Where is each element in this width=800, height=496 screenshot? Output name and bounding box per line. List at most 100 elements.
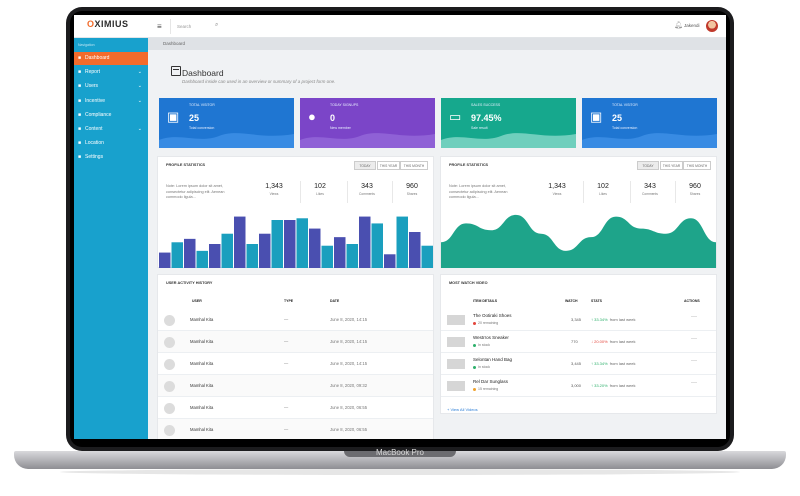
chart-bar — [371, 223, 383, 268]
stat-label: TOTAL VISITOR — [612, 103, 638, 107]
metric-shares: 960 Shares — [393, 183, 431, 196]
table-row[interactable]: Mamhal Kita June 8, 2020, 09:32 — [158, 375, 433, 397]
table-row[interactable]: Mamhal Kita — June 8, 2020, 14:15 — [158, 353, 433, 375]
video-row[interactable]: Westrros Sneaker In stock 770 ↓ 20.00% from … — [441, 331, 716, 353]
sidebar-item-incentive[interactable]: ■ Incentive ⌄ — [74, 95, 148, 108]
range-toggle-2[interactable]: THIS MONTH — [400, 161, 428, 170]
sidebar-item-content[interactable]: ■ Content ⌄ — [74, 123, 148, 136]
metric-divider — [347, 181, 348, 203]
video-name[interactable]: The Ootiraki Shoes — [473, 313, 512, 318]
status-dot-icon — [473, 365, 476, 369]
video-row[interactable]: The Ootiraki Shoes 20 remaining 3,345 ↑ 33.… — [441, 309, 716, 331]
chart-bar — [346, 244, 358, 268]
stat-value: 25 — [189, 113, 200, 123]
range-toggle-2[interactable]: THIS MONTH — [683, 161, 711, 170]
compliance-icon: ■ — [78, 111, 82, 118]
avatar — [164, 381, 175, 392]
metric-value: 343 — [644, 183, 656, 190]
chart-bar — [409, 232, 421, 268]
chart-bar — [309, 228, 321, 268]
table-row[interactable]: Mamhal Kita — June 8, 2020, 06:55 — [158, 397, 433, 419]
avatar — [164, 337, 175, 348]
more-actions-icon[interactable]: ··· — [691, 358, 697, 364]
metric-label: Views — [269, 192, 279, 196]
status-dot-icon — [473, 321, 476, 325]
stat-sub: Total conversion — [189, 126, 215, 130]
metric-label: Comments — [642, 192, 658, 196]
stat-card[interactable]: ● TODAY SIGNUPS 0 New member — [300, 98, 435, 148]
video-thumbnail[interactable] — [447, 337, 465, 347]
video-thumbnail[interactable] — [447, 359, 465, 369]
video-status: 15 remaining — [473, 387, 498, 391]
watch-count: 3,345 — [571, 317, 582, 322]
stat-card[interactable]: ▭ SALES SUCCESS 97.45% Sale result — [441, 98, 576, 148]
metric-value: 343 — [361, 183, 373, 190]
change-period: from last week — [609, 383, 636, 388]
watch-count: 770 — [571, 339, 578, 344]
chart-bar — [359, 216, 371, 268]
video-camera-icon: ▣ — [590, 109, 603, 124]
chart-bar — [259, 233, 271, 268]
range-toggle-1[interactable]: THIS YEAR — [660, 161, 683, 170]
stat-card[interactable]: ▣ TOTAL VISITOR 25 Total conversion — [159, 98, 294, 148]
video-name[interactable]: Selontan Hand Bag — [473, 357, 513, 362]
video-name[interactable]: Westrros Sneaker — [473, 335, 509, 340]
range-toggle-0[interactable]: TODAY — [637, 161, 659, 170]
status-text: 15 remaining — [478, 387, 499, 391]
menu-toggle-icon[interactable]: ≡ — [157, 22, 162, 31]
stat-value: 25 — [612, 113, 623, 123]
type-cell: — — [284, 317, 289, 322]
video-thumbnail[interactable] — [447, 381, 465, 391]
search-icon[interactable]: ⌕ — [215, 22, 219, 28]
view-all-videos-link[interactable]: + View All Videos — [447, 407, 478, 412]
user-cell: Mamhal Kita — [190, 427, 214, 432]
sidebar-heading: Navigation — [78, 43, 95, 47]
video-status: In stock — [473, 343, 490, 347]
monitor-icon: ▭ — [449, 109, 462, 124]
sidebar-item-label: Settings — [85, 154, 104, 161]
breadcrumb[interactable]: Dashboard — [148, 38, 726, 50]
avatar — [164, 315, 175, 326]
more-actions-icon[interactable]: ··· — [691, 380, 697, 386]
range-toggle-0[interactable]: TODAY — [354, 161, 376, 170]
table-row[interactable]: Mamhal Kita — June 8, 2020, 14:15 — [158, 309, 433, 331]
bell-icon[interactable]: 🔔︎ — [674, 22, 683, 29]
video-row[interactable]: Selontan Hand Bag In stock 3,445 ↑ 33.34% fr… — [441, 353, 716, 375]
page-subtitle: Dashboard inside can used in an overview… — [182, 79, 336, 84]
more-actions-icon[interactable]: ··· — [691, 336, 697, 342]
sidebar-item-compliance[interactable]: ■ Compliance — [74, 109, 148, 122]
table-row[interactable]: Mamhal Kita — June 8, 2020, 14:15 — [158, 331, 433, 353]
status-text: 20 remaining — [478, 321, 499, 325]
views-bar-chart — [159, 216, 433, 268]
sidebar-item-dashboard[interactable]: ■ Dashboard — [74, 52, 148, 65]
video-status: 20 remaining — [473, 321, 498, 325]
sidebar-item-report[interactable]: ■ Report ⌄ — [74, 66, 148, 79]
activity-title: USER ACTIVITY HISTORY — [166, 281, 213, 285]
more-actions-icon[interactable]: ··· — [691, 314, 697, 320]
stat-card[interactable]: ▣ TOTAL VISITOR 25 Total conversion — [582, 98, 717, 148]
chart-bar — [159, 252, 171, 268]
video-camera-icon: ▣ — [167, 109, 180, 124]
sidebar-item-location[interactable]: ■ Location — [74, 137, 148, 150]
sidebar-item-label: Dashboard — [85, 55, 110, 61]
sidebar-item-settings[interactable]: ■ Settings — [74, 151, 148, 164]
video-row[interactable]: Rel Dar Sunglass 15 remaining 3,000 ↑ 33.20… — [441, 375, 716, 397]
table-row[interactable]: Mamhal Kita — June 8, 2020, 06:55 — [158, 419, 433, 439]
video-thumbnail[interactable] — [447, 315, 465, 325]
metric-value: 960 — [689, 183, 701, 190]
search-input[interactable]: Search — [170, 19, 226, 34]
video-title: MOST WATCH VIDEO — [449, 281, 488, 285]
range-toggle-1[interactable]: THIS YEAR — [377, 161, 400, 170]
user-name[interactable]: Jakendi — [684, 23, 700, 28]
stat-label: SALES SUCCESS — [471, 103, 501, 107]
sidebar-item-users[interactable]: ■ Users ⌄ — [74, 80, 148, 93]
avatar[interactable] — [706, 20, 718, 32]
metric-comments: 343 Comments — [631, 183, 669, 196]
column-header: ITEM DETAILS — [473, 299, 498, 303]
video-name[interactable]: Rel Dar Sunglass — [473, 379, 509, 384]
sidebar-item-label: Location — [85, 140, 104, 147]
device-label: MacBook Pro — [375, 448, 425, 457]
app-logo[interactable]: OXIMIUS — [87, 19, 129, 29]
date-cell: June 8, 2020, 14:15 — [330, 339, 368, 344]
video-status: In stock — [473, 365, 490, 369]
